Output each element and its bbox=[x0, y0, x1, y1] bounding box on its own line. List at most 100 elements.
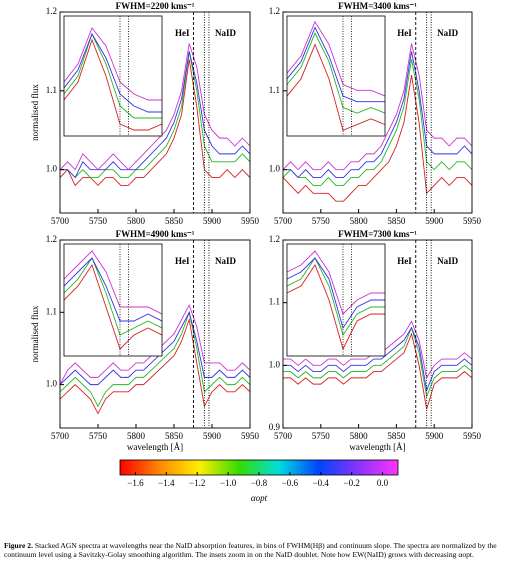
panel: HeI NaID 5700 5750 5800 5850 5900 5950 1.0 1.1 1.2… bbox=[30, 1, 260, 226]
colorbar-tick-label: −1.6 bbox=[127, 478, 144, 488]
spectrum bbox=[64, 250, 162, 315]
panel: HeI NaID 5700 5750 5800 5850 5900 5950 1.0 1.1 1.2… bbox=[269, 1, 482, 226]
panel-title: FWHM=2200 kms⁻¹ bbox=[116, 1, 195, 11]
spectrum bbox=[283, 326, 472, 399]
x-tick-label: 5950 bbox=[241, 216, 260, 226]
y-tick-label: 1.0 bbox=[269, 359, 281, 369]
panel-title: FWHM=7300 kms⁻¹ bbox=[338, 229, 417, 239]
colorbar-tick-label: −1.0 bbox=[220, 478, 237, 488]
x-tick-label: 5900 bbox=[425, 216, 444, 226]
colorbar-tick-label: 0.0 bbox=[377, 478, 389, 488]
y-axis-label: normalised flux bbox=[30, 305, 40, 362]
annotation: NaID bbox=[437, 256, 459, 266]
spectrum bbox=[60, 51, 250, 179]
x-tick-label: 5700 bbox=[51, 216, 70, 226]
x-tick-label: 5750 bbox=[312, 216, 331, 226]
x-tick-label: 5800 bbox=[127, 216, 146, 226]
x-tick-label: 5800 bbox=[350, 216, 369, 226]
spectrum bbox=[287, 257, 385, 337]
annotation: HeI bbox=[175, 256, 190, 266]
plot-area bbox=[283, 320, 472, 410]
panel: HeI NaID 5700 5750 5800 5850 5900 5950 0.9 1.0 1.1… bbox=[269, 229, 482, 452]
plot-area bbox=[60, 43, 250, 187]
spectrum bbox=[287, 32, 385, 114]
spectrum bbox=[60, 59, 250, 187]
x-tick-label: 5800 bbox=[350, 431, 369, 441]
inset-plot bbox=[287, 244, 385, 356]
x-tick-label: 5950 bbox=[241, 431, 260, 441]
spectrum bbox=[64, 32, 162, 113]
spectrum bbox=[287, 43, 385, 131]
frame bbox=[282, 11, 473, 214]
annotation: HeI bbox=[397, 256, 412, 266]
x-tick-label: 5800 bbox=[127, 431, 146, 441]
annotation: NaID bbox=[437, 28, 459, 38]
frame bbox=[282, 239, 473, 429]
x-tick-label: 5900 bbox=[203, 216, 222, 226]
x-axis-label: wavelength [Å] bbox=[349, 442, 405, 452]
spectrum bbox=[283, 326, 472, 393]
spectrum bbox=[287, 26, 385, 103]
x-tick-label: 5700 bbox=[274, 431, 293, 441]
inset-frame bbox=[63, 243, 163, 357]
colorbar-tick-label: −1.4 bbox=[158, 478, 175, 488]
y-tick-label: 1.2 bbox=[46, 6, 57, 16]
x-tick-label: 5850 bbox=[387, 216, 406, 226]
x-tick-label: 5900 bbox=[203, 431, 222, 441]
spectrum bbox=[283, 74, 472, 202]
spectrum bbox=[283, 332, 472, 410]
frame bbox=[59, 11, 251, 214]
caption-label: Figure 2. bbox=[4, 541, 33, 550]
spectrum bbox=[64, 263, 162, 350]
spectrum bbox=[60, 51, 250, 179]
y-tick-label: 1.2 bbox=[269, 234, 280, 244]
annotation: HeI bbox=[397, 28, 412, 38]
spectrum bbox=[64, 38, 162, 131]
x-tick-label: 5700 bbox=[274, 216, 293, 226]
y-tick-label: 0.9 bbox=[269, 422, 281, 432]
annotation: NaID bbox=[215, 28, 237, 38]
spectrum bbox=[287, 257, 385, 330]
y-tick-label: 1.0 bbox=[269, 164, 281, 174]
inset-plot bbox=[64, 16, 162, 136]
y-tick-label: 1.1 bbox=[46, 306, 57, 316]
spectrum bbox=[60, 317, 250, 415]
colorbar-label: αopt bbox=[251, 493, 268, 503]
caption: Figure 2. Stacked AGN spectra at wavelen… bbox=[4, 541, 511, 560]
spectrum bbox=[60, 310, 250, 408]
colorbar-tick-label: −0.8 bbox=[251, 478, 268, 488]
y-tick-label: 1.1 bbox=[46, 85, 57, 95]
spectrum bbox=[283, 51, 472, 179]
colorbar-tick-label: −0.6 bbox=[282, 478, 299, 488]
panel-title: FWHM=3400 kms⁻¹ bbox=[338, 1, 417, 11]
y-tick-label: 1.0 bbox=[46, 164, 58, 174]
spectrum bbox=[287, 264, 385, 351]
figure: HeI NaID 5700 5750 5800 5850 5900 5950 1.0 1.1 1.2… bbox=[30, 1, 482, 503]
plot-area bbox=[283, 43, 472, 202]
inset-plot bbox=[287, 16, 385, 136]
spectrum bbox=[283, 43, 472, 171]
x-axis-label: wavelength [Å] bbox=[127, 442, 183, 452]
annotation: HeI bbox=[175, 28, 190, 38]
inset-plot bbox=[64, 244, 162, 356]
x-tick-label: 5950 bbox=[463, 216, 482, 226]
spectrum bbox=[287, 250, 385, 315]
annotation: NaID bbox=[215, 256, 237, 266]
x-tick-label: 5750 bbox=[312, 431, 331, 441]
x-tick-label: 5750 bbox=[89, 431, 108, 441]
colorbar-tick-label: −1.2 bbox=[189, 478, 205, 488]
y-tick-label: 1.0 bbox=[46, 379, 58, 389]
y-tick-label: 1.2 bbox=[269, 6, 280, 16]
y-tick-label: 1.1 bbox=[269, 297, 280, 307]
y-tick-label: 1.1 bbox=[269, 85, 280, 95]
caption-text: Stacked AGN spectra at wavelengths near … bbox=[4, 541, 497, 560]
spectrum bbox=[287, 20, 385, 97]
inset-frame bbox=[286, 243, 386, 357]
inset-background bbox=[64, 244, 162, 356]
spectrum bbox=[64, 32, 162, 119]
x-tick-label: 5850 bbox=[165, 216, 184, 226]
spectrum bbox=[60, 311, 250, 386]
inset-frame bbox=[63, 15, 163, 137]
frame bbox=[59, 239, 251, 429]
